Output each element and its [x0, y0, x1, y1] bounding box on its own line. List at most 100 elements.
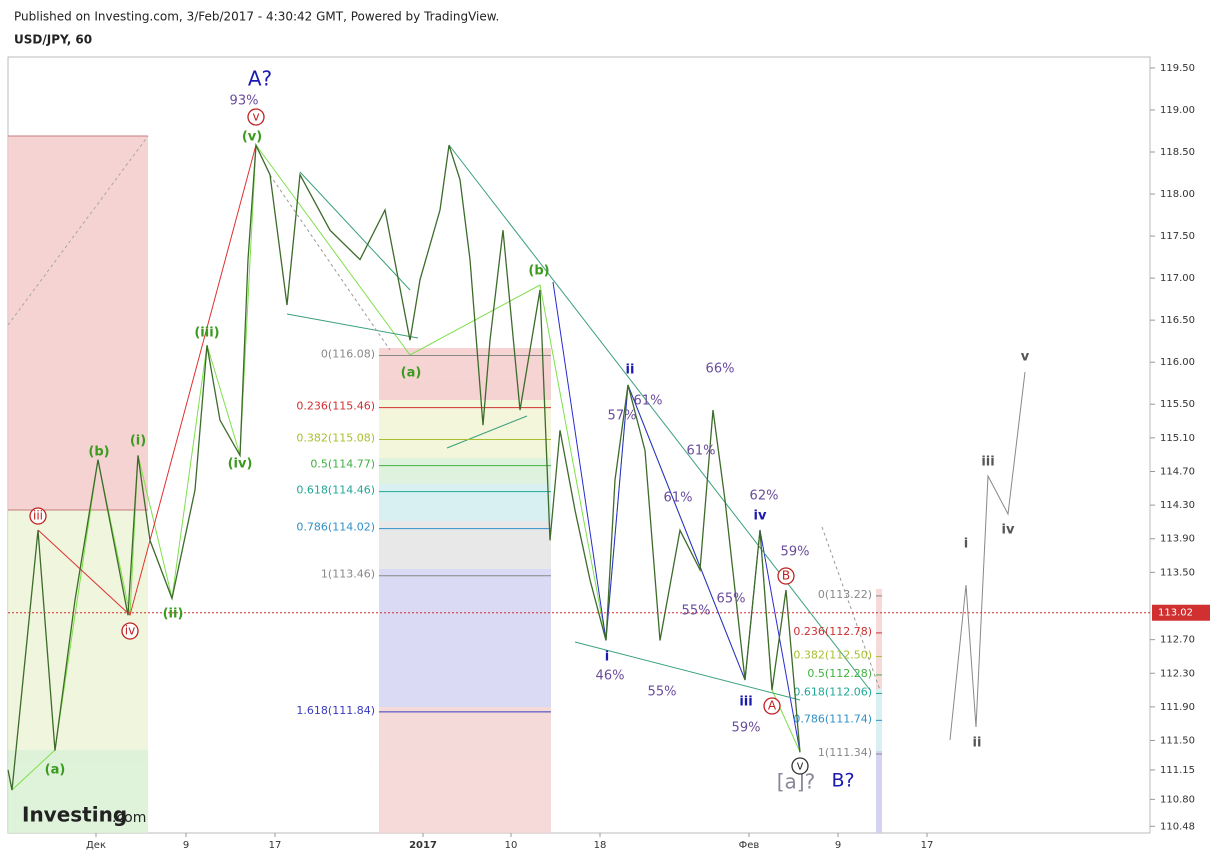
wave-label: B? [831, 770, 854, 792]
wave-label: iii [981, 455, 994, 470]
fib-label: 1.618(111.84) [296, 704, 375, 717]
symbol: USD/JPY, 60 [14, 33, 92, 47]
logo-text: Investing [22, 803, 127, 827]
wave-label: (b) [528, 264, 549, 279]
wave-label: 57% [608, 409, 637, 424]
fib-label: 0.786(111.74) [793, 712, 872, 725]
zones [7, 135, 882, 833]
fib-label: 0.382(115.08) [296, 432, 375, 445]
wave-line [37, 144, 257, 616]
wave-marker [121, 622, 139, 640]
y-tick-label: 110.80 [1160, 794, 1195, 805]
price-line [7, 142, 801, 791]
y-tick-label: 119.50 [1160, 63, 1195, 74]
wave-label: i [964, 537, 968, 552]
x-tick-label: 10 [505, 840, 518, 851]
y-tick-label: 115.50 [1160, 399, 1195, 410]
current-price-label: 113.02 [1158, 608, 1193, 619]
x-tick-label: 18 [594, 840, 607, 851]
x-tick-label: Фев [739, 840, 760, 851]
fib-label: 0.618(112.06) [793, 685, 872, 698]
wave-label: ii [973, 736, 982, 751]
wave-label: 55% [648, 685, 677, 700]
zone [379, 707, 551, 833]
y-tick-label: 115.10 [1160, 433, 1195, 444]
wave-label: iii [739, 695, 752, 710]
wave-marker [777, 567, 795, 585]
zone [379, 348, 551, 400]
published-note: Published on Investing.com, 3/Feb/2017 -… [14, 10, 499, 24]
wave-label: iv [125, 624, 135, 638]
wave-label: 59% [732, 721, 761, 736]
wave-label: 66% [706, 362, 735, 377]
channel-line [299, 171, 411, 291]
zone [8, 750, 148, 833]
x-tick-label: 9 [835, 840, 841, 851]
zone [876, 589, 882, 689]
fib-label: 0.236(112.78) [793, 625, 872, 638]
wave-label: 93% [230, 94, 259, 109]
wave-label: 62% [750, 489, 779, 504]
x-tick-label: 2017 [409, 840, 437, 851]
x-tick-label: Дек [86, 840, 106, 851]
wave-marker [791, 757, 809, 775]
y-tick-label: 112.70 [1160, 635, 1195, 646]
wave-label: 61% [664, 491, 693, 506]
wave-label: 61% [634, 394, 663, 409]
channel-line [574, 641, 801, 701]
projection [821, 526, 881, 691]
y-tick-label: 111.90 [1160, 702, 1195, 713]
wave-label: iii [33, 509, 43, 523]
fib-label: 1(113.46) [321, 568, 375, 581]
logo-suffix: .com [112, 810, 146, 826]
fib-label: 0.5(112.28) [807, 667, 872, 680]
zone [8, 136, 148, 510]
channel-line [448, 144, 871, 691]
y-tick-label: 111.15 [1160, 765, 1195, 776]
fib-label: 0.5(114.77) [310, 458, 375, 471]
plot-frame [7, 56, 1151, 834]
current-price-box [1152, 604, 1210, 621]
x-tick-label: 9 [183, 840, 189, 851]
wave-label: (iv) [228, 457, 253, 472]
wave-label: (a) [45, 763, 66, 778]
y-tick-label: 113.50 [1160, 567, 1195, 578]
wave-label: (iii) [194, 326, 219, 341]
wave-label: 59% [781, 545, 810, 560]
wave-label: A [768, 699, 777, 713]
y-tick-label: 114.30 [1160, 500, 1195, 511]
x-tick-label: 17 [269, 840, 282, 851]
wave-label: B [782, 569, 790, 583]
wave-label: (i) [130, 434, 146, 449]
wave-label: i [605, 650, 609, 665]
wave-line [552, 281, 801, 753]
wave-label: (b) [88, 445, 109, 460]
wave-label: 65% [717, 592, 746, 607]
fib-label: 0.618(114.46) [296, 484, 375, 497]
zone [379, 458, 551, 484]
projection [949, 371, 1026, 741]
y-tick-label: 110.48 [1160, 821, 1195, 832]
wave-label: iv [754, 509, 767, 524]
y-tick-label: 116.00 [1160, 357, 1195, 368]
wave-label: v [1021, 350, 1030, 365]
wave-marker [29, 507, 47, 525]
y-tick-label: 118.00 [1160, 189, 1195, 200]
wave-label: (v) [242, 130, 262, 145]
wave-label: v [252, 110, 259, 124]
y-tick-label: 112.30 [1160, 668, 1195, 679]
projection [269, 174, 391, 351]
y-tick-label: 118.50 [1160, 147, 1195, 158]
fib-label: 0.382(112.50) [793, 648, 872, 661]
zone [379, 569, 551, 707]
wave-label: (ii) [163, 607, 184, 622]
y-tick-label: 116.50 [1160, 315, 1195, 326]
zone [379, 484, 551, 521]
wave-label: (a) [401, 366, 422, 381]
y-tick-label: 114.70 [1160, 466, 1195, 477]
y-tick-label: 117.00 [1160, 273, 1195, 284]
fib-label: 1(111.34) [818, 746, 872, 759]
wave-label: v [796, 759, 803, 773]
wave-marker [763, 697, 781, 715]
